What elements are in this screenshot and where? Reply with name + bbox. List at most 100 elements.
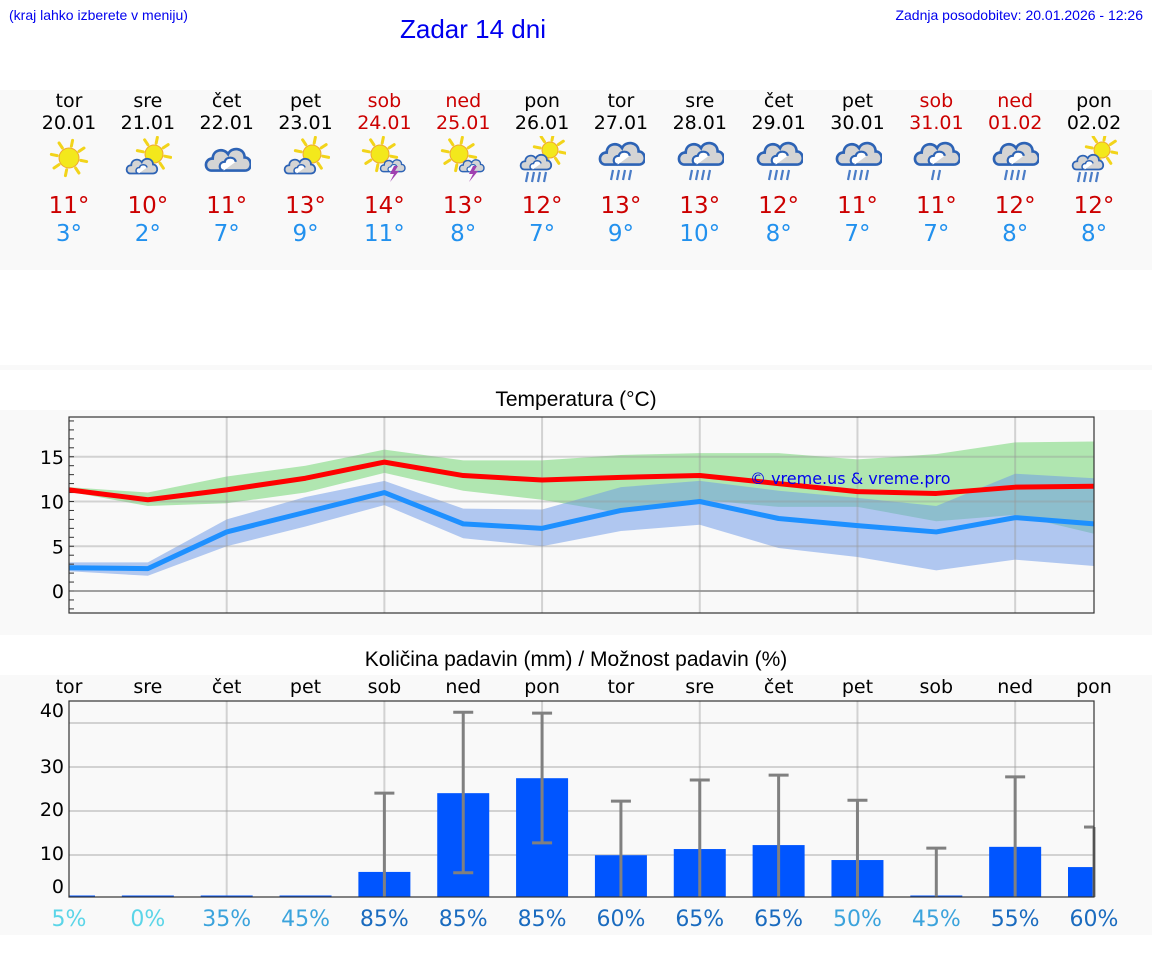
max-temperature: 13° [679, 193, 721, 219]
day-name: pet [841, 90, 874, 112]
min-temperature: 2° [134, 221, 161, 247]
cloudy-rain-icon [992, 141, 1040, 181]
precip-probability: 50% [833, 907, 882, 932]
max-temperature: 13° [600, 193, 642, 219]
cloudy-rain-icon [677, 141, 724, 181]
min-temperature: 9° [607, 221, 634, 247]
precip-probability: 65% [675, 907, 724, 932]
min-temperature: 3° [55, 221, 83, 247]
temperature-chart: 0 5 10 15 © vreme.us & vreme.pro [40, 416, 1095, 614]
day-name: tor [607, 90, 635, 112]
sun-icon [49, 138, 89, 178]
day-name: ned [997, 90, 1034, 112]
max-temperature: 12° [1073, 193, 1115, 219]
day-date: 28.01 [672, 112, 727, 134]
precip-day-label: pon [524, 676, 560, 698]
min-temperature: 8° [1080, 221, 1108, 247]
day-name: tor [55, 90, 83, 112]
precip-day-label: sob [920, 676, 954, 698]
cloudy-rain-icon [598, 141, 645, 181]
precipitation-chart-title: Količina padavin (mm) / Možnost padavin … [364, 648, 788, 671]
min-temperature: 9° [292, 221, 319, 247]
day-date: 24.01 [357, 112, 412, 134]
max-temperature: 11° [48, 193, 90, 219]
location-menu-hint: (kraj lahko izberete v meniju) [9, 7, 188, 23]
max-temperature: 14° [364, 193, 405, 219]
min-temperature: 8° [765, 221, 792, 247]
precip-probability: 55% [991, 907, 1040, 932]
watermark: © vreme.us & vreme.pro [750, 469, 951, 488]
day-forecast: čet 22.01 11° 7° [187, 90, 267, 248]
day-name: sre [133, 90, 163, 112]
min-temperature: 7° [213, 221, 240, 247]
precip-bar [121, 895, 174, 897]
precip-day-label: pon [1076, 676, 1112, 698]
cloudy-rain-icon [756, 141, 803, 181]
precip-bar [200, 895, 253, 897]
max-temperature: 12° [994, 193, 1036, 219]
day-forecast: sob 24.01 14° 11° [344, 90, 424, 248]
day-forecast: pet 23.01 13° 9° [266, 90, 346, 248]
min-temperature: 7° [844, 221, 871, 247]
precip-probability: 35% [202, 907, 251, 932]
max-temperature: 11° [206, 193, 248, 219]
precip-day-label: ned [445, 676, 481, 698]
day-name: pon [524, 90, 560, 112]
max-temperature: 11° [915, 193, 957, 219]
day-date: 20.01 [41, 112, 97, 134]
min-temperature: 10° [679, 221, 721, 247]
section-divider [0, 365, 1152, 370]
day-name: sob [919, 90, 954, 112]
precip-probability: 0% [130, 907, 165, 932]
forecast-range-band [69, 441, 1094, 534]
daily-forecast-panel: tor 20.01 11° 3° sre 21.01 10° 2° čet 22… [0, 90, 1152, 270]
precip-day-label: tor [607, 676, 634, 698]
sun-thunderstorm-icon [441, 136, 485, 182]
svg-text:40: 40 [40, 700, 64, 722]
day-date: 30.01 [830, 112, 885, 134]
cloudy-rain-icon [835, 141, 882, 181]
precip-probability: 85% [518, 907, 567, 932]
sun-cloud-rain-icon [1071, 136, 1119, 183]
day-name: sob [367, 90, 402, 112]
max-temperature: 12° [521, 193, 563, 219]
sun-cloud-icon [283, 136, 330, 175]
svg-text:10: 10 [40, 843, 64, 865]
precip-probability: 65% [754, 907, 803, 932]
precip-day-label: ned [997, 676, 1033, 698]
day-date: 22.01 [199, 112, 254, 134]
precip-bar [69, 895, 95, 897]
day-forecast: ned 01.02 12° 8° [975, 90, 1055, 248]
day-forecast: pon 26.01 12° 7° [502, 90, 582, 248]
max-temperature: 12° [758, 193, 800, 219]
min-temperature: 8° [450, 221, 477, 247]
day-date: 26.01 [514, 112, 570, 134]
sun-cloud-rain-icon [519, 136, 567, 183]
day-forecast: pon 02.02 12° 8° [1054, 90, 1134, 248]
precip-day-label: tor [56, 676, 83, 698]
day-date: 21.01 [120, 112, 176, 134]
sun-cloud-icon [125, 136, 172, 175]
day-date: 02.02 [1066, 112, 1122, 134]
cloudy-light-rain-icon [913, 141, 961, 181]
svg-text:15: 15 [40, 447, 64, 469]
svg-text:30: 30 [40, 756, 64, 778]
svg-text:0: 0 [52, 581, 64, 603]
svg-text:0: 0 [52, 876, 64, 898]
precip-probability: 45% [281, 907, 330, 932]
temperature-chart-panel: 0 5 10 15 © vreme.us & vreme.pro [0, 410, 1152, 635]
precip-bar [279, 895, 332, 897]
day-date: 29.01 [751, 112, 806, 134]
day-date: 25.01 [436, 112, 491, 134]
precip-day-label: čet [764, 676, 794, 698]
day-forecast: sob 31.01 11° 7° [896, 90, 976, 248]
precip-day-label: pet [290, 676, 321, 698]
day-name: ned [445, 90, 482, 112]
day-forecast: čet 29.01 12° 8° [739, 90, 819, 248]
page-title: Zadar 14 dni [400, 14, 546, 44]
precip-day-label: sre [133, 676, 162, 698]
day-name: pet [289, 90, 322, 112]
day-date: 31.01 [909, 112, 964, 134]
svg-text:20: 20 [40, 799, 64, 821]
